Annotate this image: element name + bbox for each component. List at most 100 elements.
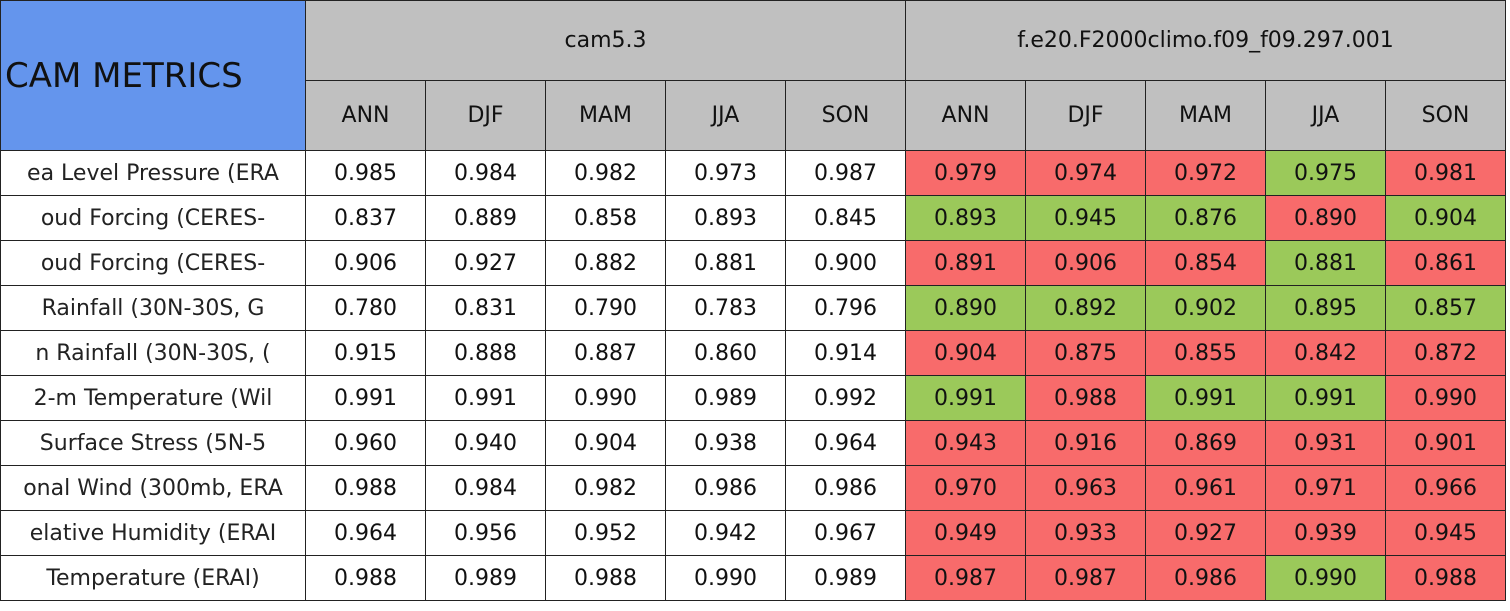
metric-cell-text: 0.991 (934, 385, 997, 411)
metric-cell: 0.940 (425, 420, 546, 466)
metric-cell-text: 0.895 (1294, 295, 1357, 321)
metric-cell: 0.858 (545, 195, 666, 241)
metric-cell-text: 0.888 (454, 340, 517, 366)
metric-cell-text: 0.991 (1294, 385, 1357, 411)
metric-cell: 0.904 (1385, 195, 1506, 241)
metric-cell-text: 0.973 (694, 160, 757, 186)
metric-cell-text: 0.783 (694, 295, 757, 321)
row-label: oud Forcing (CERES- (0, 195, 306, 241)
metric-cell-text: 0.991 (334, 385, 397, 411)
metric-cell-text: 0.988 (334, 565, 397, 591)
metric-cell-text: 0.876 (1174, 205, 1237, 231)
metric-cell-text: 0.889 (454, 205, 517, 231)
metric-cell: 0.939 (1265, 510, 1386, 556)
metric-cell-text: 0.900 (814, 250, 877, 276)
season-header: MAM (1145, 80, 1266, 151)
metric-cell: 0.979 (905, 150, 1026, 196)
metric-cell: 0.988 (305, 555, 426, 601)
metric-cell-text: 0.987 (1054, 565, 1117, 591)
metric-cell: 0.892 (1025, 285, 1146, 331)
metric-cell-text: 0.992 (814, 385, 877, 411)
season-header: JJA (665, 80, 786, 151)
metric-cell: 0.933 (1025, 510, 1146, 556)
metric-cell: 0.906 (305, 240, 426, 286)
metric-cell-text: 0.986 (1174, 565, 1237, 591)
metric-cell-text: 0.945 (1054, 205, 1117, 231)
metric-cell-text: 0.949 (934, 520, 997, 546)
metric-cell: 0.991 (905, 375, 1026, 421)
metric-cell-text: 0.904 (934, 340, 997, 366)
row-label: ea Level Pressure (ERA (0, 150, 306, 196)
metric-cell-text: 0.790 (574, 295, 637, 321)
metric-cell: 0.989 (785, 555, 906, 601)
metric-cell: 0.904 (905, 330, 1026, 376)
metric-cell-text: 0.989 (814, 565, 877, 591)
season-header-text: DJF (467, 103, 504, 128)
metric-cell-text: 0.902 (1174, 295, 1237, 321)
metric-cell: 0.790 (545, 285, 666, 331)
metric-cell-text: 0.989 (454, 565, 517, 591)
metric-cell-text: 0.986 (814, 475, 877, 501)
metric-cell-text: 0.974 (1054, 160, 1117, 186)
metric-cell: 0.845 (785, 195, 906, 241)
row-label: onal Wind (300mb, ERA (0, 465, 306, 511)
metric-cell-text: 0.988 (334, 475, 397, 501)
metric-cell-text: 0.952 (574, 520, 637, 546)
metric-cell: 0.889 (425, 195, 546, 241)
metric-cell-text: 0.945 (1414, 520, 1477, 546)
row-label: elative Humidity (ERAI (0, 510, 306, 556)
metric-cell-text: 0.857 (1414, 295, 1477, 321)
metric-cell-text: 0.890 (1294, 205, 1357, 231)
metric-cell: 0.891 (905, 240, 1026, 286)
metric-cell: 0.984 (425, 465, 546, 511)
metric-cell-text: 0.893 (934, 205, 997, 231)
row-label: oud Forcing (CERES- (0, 240, 306, 286)
metric-cell-text: 0.972 (1174, 160, 1237, 186)
metric-cell-text: 0.940 (454, 430, 517, 456)
metric-cell: 0.895 (1265, 285, 1386, 331)
metric-cell-text: 0.858 (574, 205, 637, 231)
metric-cell: 0.992 (785, 375, 906, 421)
season-header-text: MAM (578, 103, 632, 128)
metric-cell: 0.990 (545, 375, 666, 421)
metric-cell-text: 0.990 (694, 565, 757, 591)
metric-cell-text: 0.875 (1054, 340, 1117, 366)
metric-cell-text: 0.989 (694, 385, 757, 411)
metric-cell-text: 0.904 (574, 430, 637, 456)
metric-cell: 0.981 (1385, 150, 1506, 196)
metric-cell: 0.780 (305, 285, 426, 331)
metric-cell-text: 0.796 (814, 295, 877, 321)
row-label-text: ea Level Pressure (ERA (27, 160, 279, 186)
metric-cell-text: 0.981 (1414, 160, 1477, 186)
row-label-text: onal Wind (300mb, ERA (23, 475, 283, 501)
metric-cell: 0.964 (305, 510, 426, 556)
metric-cell-text: 0.986 (694, 475, 757, 501)
metric-cell: 0.855 (1145, 330, 1266, 376)
metric-cell: 0.990 (1385, 375, 1506, 421)
metric-cell: 0.890 (1265, 195, 1386, 241)
metric-cell: 0.991 (1145, 375, 1266, 421)
metric-cell-text: 0.939 (1294, 520, 1357, 546)
metric-cell-text: 0.991 (454, 385, 517, 411)
group-header: cam5.3 (305, 0, 906, 81)
metric-cell: 0.988 (545, 555, 666, 601)
metric-cell-text: 0.960 (334, 430, 397, 456)
metric-cell-text: 0.892 (1054, 295, 1117, 321)
metric-cell: 0.984 (425, 150, 546, 196)
metric-cell-text: 0.988 (1054, 385, 1117, 411)
metric-cell-text: 0.971 (1294, 475, 1357, 501)
metric-cell-text: 0.831 (454, 295, 517, 321)
metric-cell: 0.916 (1025, 420, 1146, 466)
metric-cell-text: 0.887 (574, 340, 637, 366)
metric-cell: 0.963 (1025, 465, 1146, 511)
season-header: DJF (425, 80, 546, 151)
metric-cell-text: 0.916 (1054, 430, 1117, 456)
metric-cell: 0.890 (905, 285, 1026, 331)
metric-cell: 0.986 (665, 465, 786, 511)
metric-cell: 0.875 (1025, 330, 1146, 376)
metric-cell-text: 0.963 (1054, 475, 1117, 501)
metric-cell-text: 0.882 (574, 250, 637, 276)
metric-cell: 0.961 (1145, 465, 1266, 511)
season-header: MAM (545, 80, 666, 151)
metric-cell: 0.943 (905, 420, 1026, 466)
